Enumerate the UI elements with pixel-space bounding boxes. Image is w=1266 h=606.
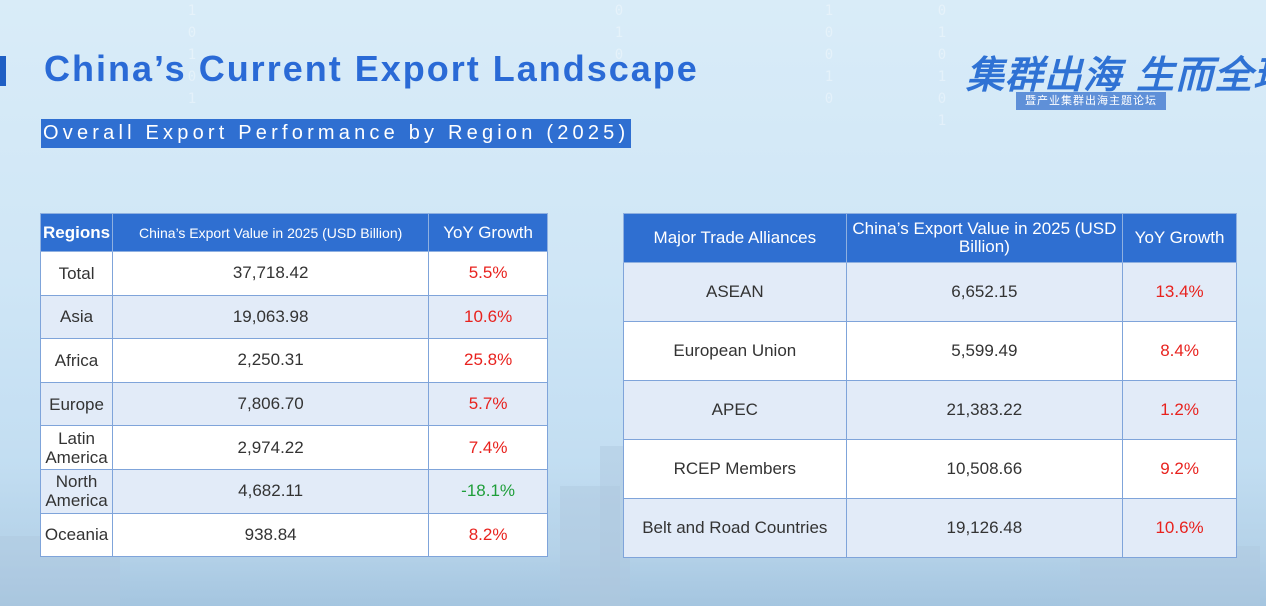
column-header-regions: Regions (39, 213, 114, 252)
alliance-name: APEC (623, 380, 847, 440)
table-row: Latin America 2,974.22 7.4% (39, 425, 548, 470)
table-row: Africa 2,250.31 25.8% (39, 338, 548, 383)
export-value: 6,652.15 (845, 262, 1124, 322)
logo-sub-text: 暨产业集群出海主题论坛 (1016, 92, 1166, 110)
yoy-growth: 8.4% (1122, 321, 1237, 381)
export-value: 10,508.66 (845, 439, 1124, 499)
yoy-growth: 5.7% (428, 381, 548, 427)
table-row: Europe 7,806.70 5.7% (39, 381, 548, 427)
yoy-growth: -18.1% (428, 468, 548, 514)
alliance-name: ASEAN (623, 262, 847, 322)
table-row: Total 37,718.42 5.5% (39, 251, 548, 296)
export-value: 21,383.22 (845, 380, 1124, 440)
region-export-table: Regions China’s Export Value in 2025 (US… (39, 213, 548, 558)
region-name: Europe (39, 381, 114, 427)
page-title: China’s Current Export Landscape (44, 48, 699, 89)
table-row: RCEP Members 10,508.66 9.2% (623, 439, 1237, 499)
yoy-growth: 25.8% (428, 338, 548, 383)
region-name: Asia (39, 294, 114, 340)
export-value: 19,063.98 (112, 294, 430, 340)
table-row: Belt and Road Countries 19,126.48 10.6% (623, 498, 1237, 558)
yoy-growth: 1.2% (1122, 380, 1237, 440)
table-header-row: Regions China’s Export Value in 2025 (US… (39, 213, 548, 252)
alliance-name: RCEP Members (623, 439, 847, 499)
event-logo: 集群出海 生而全球 暨产业集群出海主题论坛 (966, 44, 1266, 116)
export-value: 2,974.22 (112, 425, 430, 470)
yoy-growth: 8.2% (428, 512, 548, 558)
export-value: 4,682.11 (112, 468, 430, 514)
table-header-row: Major Trade Alliances China’s Export Val… (623, 213, 1237, 263)
table-row: ASEAN 6,652.15 13.4% (623, 262, 1237, 322)
title-accent-bar (0, 56, 6, 86)
yoy-growth: 10.6% (428, 294, 548, 340)
alliance-name: European Union (623, 321, 847, 381)
export-value: 938.84 (112, 512, 430, 558)
region-name: Total (39, 251, 114, 296)
export-value: 19,126.48 (845, 498, 1124, 558)
column-header-yoy-growth: YoY Growth (1122, 213, 1237, 263)
region-name: Africa (39, 338, 114, 383)
table-row: Oceania 938.84 8.2% (39, 512, 548, 558)
trade-alliance-table: Major Trade Alliances China’s Export Val… (623, 213, 1237, 558)
page-subtitle: Overall Export Performance by Region (20… (41, 119, 632, 148)
region-name: Oceania (39, 512, 114, 558)
table-row: APEC 21,383.22 1.2% (623, 380, 1237, 440)
table-row: European Union 5,599.49 8.4% (623, 321, 1237, 381)
yoy-growth: 5.5% (428, 251, 548, 296)
yoy-growth: 7.4% (428, 425, 548, 470)
column-header-yoy-growth: YoY Growth (428, 213, 548, 252)
yoy-growth: 10.6% (1122, 498, 1237, 558)
column-header-alliances: Major Trade Alliances (623, 213, 847, 263)
logo-main-text: 集群出海 生而全球 (966, 52, 1266, 97)
alliance-name: Belt and Road Countries (623, 498, 847, 558)
column-header-export-value: China’s Export Value in 2025 (USD Billio… (845, 213, 1124, 263)
export-value: 5,599.49 (845, 321, 1124, 381)
region-name: Latin America (39, 425, 114, 470)
yoy-growth: 9.2% (1122, 439, 1237, 499)
table-row: Asia 19,063.98 10.6% (39, 294, 548, 340)
export-value: 37,718.42 (112, 251, 430, 296)
export-value: 2,250.31 (112, 338, 430, 383)
region-name: North America (39, 468, 114, 514)
column-header-export-value: China’s Export Value in 2025 (USD Billio… (112, 213, 430, 252)
table-row: North America 4,682.11 -18.1% (39, 468, 548, 514)
export-value: 7,806.70 (112, 381, 430, 427)
yoy-growth: 13.4% (1122, 262, 1237, 322)
